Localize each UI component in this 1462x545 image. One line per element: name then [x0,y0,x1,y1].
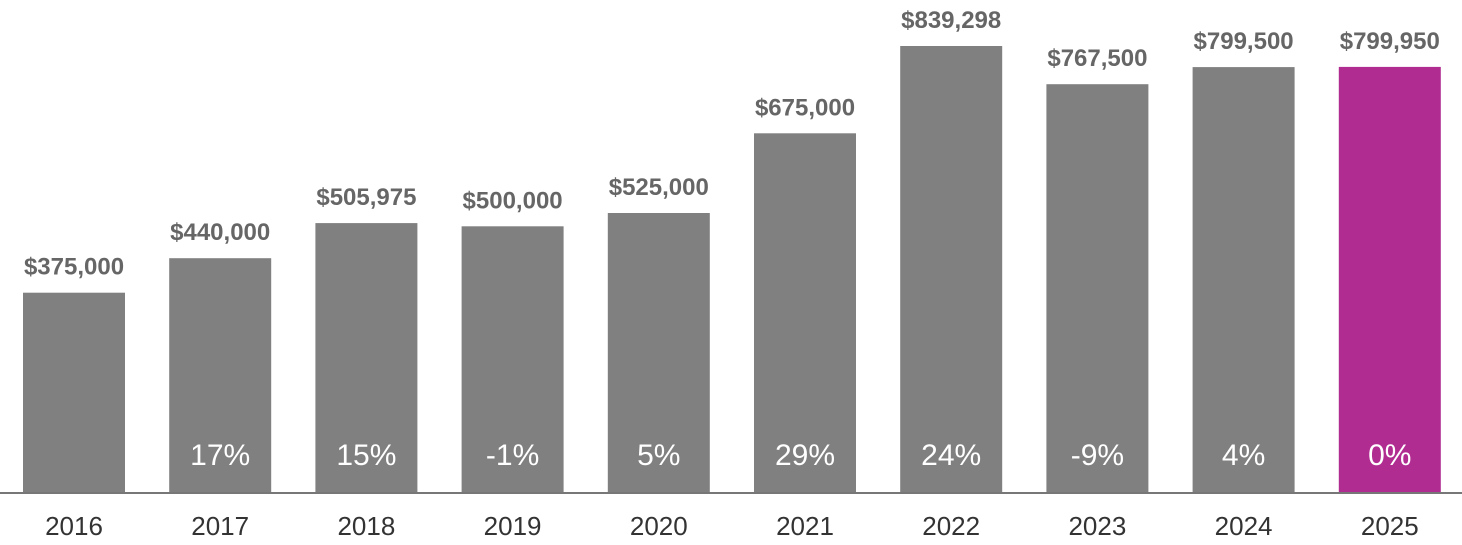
value-label-2024: $799,500 [1194,28,1294,55]
change-label-2021: 29% [775,439,835,472]
x-tick-label-2025: 2025 [1361,511,1419,541]
value-label-2017: $440,000 [170,219,270,246]
change-label-2022: 24% [921,439,981,472]
bar-2020 [607,213,710,492]
bar-2018 [315,223,418,492]
value-label-2021: $675,000 [755,94,855,121]
bar-2025 [1338,66,1441,493]
bar-2022 [900,46,1003,492]
x-tick-label-2023: 2023 [1068,511,1126,541]
bar-2021 [754,133,856,493]
value-label-2022: $839,298 [901,7,1001,34]
bar-2023 [1046,84,1149,492]
x-tick-label-2019: 2019 [484,511,542,541]
change-label-2019: -1% [486,439,539,472]
bars-group [23,46,1441,493]
value-label-2023: $767,500 [1047,45,1147,72]
bar-2017 [169,258,272,492]
change-label-2020: 5% [637,439,680,472]
value-label-2016: $375,000 [24,254,124,281]
x-tick-label-2024: 2024 [1215,511,1273,541]
value-label-2019: $500,000 [463,187,563,214]
bar-2016 [23,292,125,492]
change-label-2017: 17% [190,439,250,472]
x-tick-label-2022: 2022 [922,511,980,541]
labels-group: $375,000 2016 $440,000 17% 2017 $505,975 15% 20… [24,7,1440,541]
change-label-2018: 15% [336,439,396,472]
change-label-2024: 4% [1222,439,1265,472]
bar-2019 [461,226,564,493]
bar-2024 [1192,67,1295,492]
x-tick-label-2020: 2020 [630,511,688,541]
value-label-2018: $505,975 [316,184,416,211]
change-label-2023: -9% [1071,439,1124,472]
value-label-2020: $525,000 [609,174,709,201]
change-label-2025: 0% [1368,439,1411,472]
x-tick-label-2018: 2018 [337,511,395,541]
value-label-2025: $799,950 [1340,28,1440,55]
x-tick-label-2016: 2016 [45,511,103,541]
x-tick-label-2017: 2017 [191,511,249,541]
x-tick-label-2021: 2021 [776,511,834,541]
